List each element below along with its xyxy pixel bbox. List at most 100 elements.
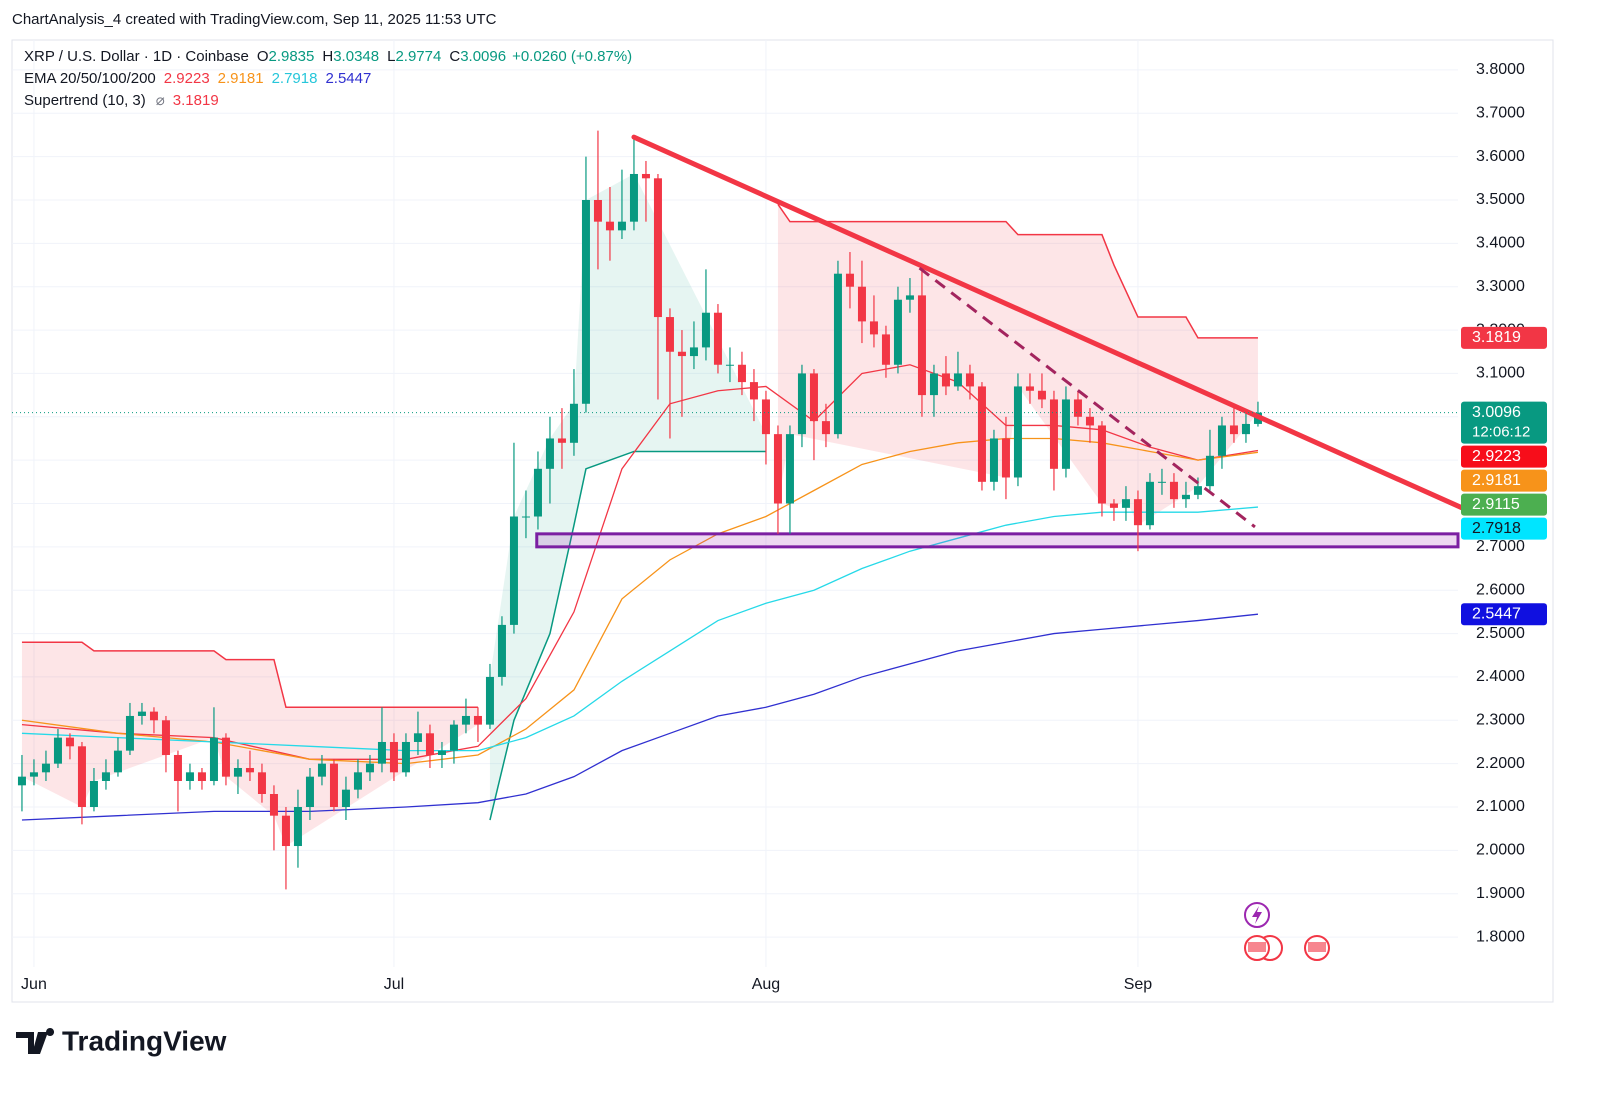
candle-body xyxy=(497,624,506,677)
symbol: XRP / U.S. Dollar · 1D · Coinbase xyxy=(24,48,249,65)
candle-body xyxy=(53,737,62,764)
candle-body xyxy=(281,815,290,847)
candle-body xyxy=(1061,399,1070,469)
candle-body xyxy=(1109,503,1118,508)
o-value: 2.9835 xyxy=(268,48,314,65)
candle-body xyxy=(269,794,278,816)
candle-body xyxy=(857,286,866,322)
price-badge xyxy=(1461,401,1547,444)
candle-body xyxy=(461,715,470,725)
candle-body xyxy=(65,737,74,747)
legend-supertrend: Supertrend (10, 3) ⌀ 3.1819 xyxy=(24,92,219,109)
candle-body xyxy=(713,312,722,365)
candle-body xyxy=(1049,399,1058,469)
supertrend-line xyxy=(777,203,1258,339)
candle-body xyxy=(365,763,374,773)
candle-body xyxy=(17,776,26,786)
candle-body xyxy=(677,351,686,357)
countdown: 12:06:12 xyxy=(1472,424,1530,441)
price-badge-label: 2.9223 xyxy=(1472,448,1521,465)
candle-body xyxy=(953,373,962,387)
y-tick-label: 3.4000 xyxy=(1476,235,1525,252)
candle-body xyxy=(77,746,86,808)
y-tick-label: 2.6000 xyxy=(1476,581,1525,598)
y-tick-label: 2.1000 xyxy=(1476,798,1525,815)
candle-body xyxy=(989,438,998,482)
logo-mark xyxy=(16,1028,55,1054)
candle-body xyxy=(569,403,578,443)
h-label: H xyxy=(322,48,333,65)
flag-stripes xyxy=(1308,942,1326,952)
x-tick-label: Sep xyxy=(1124,976,1153,993)
candle-body xyxy=(89,780,98,808)
ema-value: 2.9181 xyxy=(218,70,264,87)
candle-body xyxy=(329,763,338,808)
y-tick-label: 3.7000 xyxy=(1476,104,1525,121)
price-badge xyxy=(1461,469,1547,492)
price-badge xyxy=(1461,493,1547,516)
y-tick-label: 3.1000 xyxy=(1476,365,1525,382)
candle-body xyxy=(1085,416,1094,426)
c-label: C xyxy=(449,48,460,65)
candle-body xyxy=(881,334,890,365)
candle-body xyxy=(1121,499,1130,508)
candle-body xyxy=(545,438,554,469)
candle-body xyxy=(773,434,782,504)
price-badge-label: 2.5447 xyxy=(1472,605,1521,622)
candle-body xyxy=(629,173,638,222)
supertrend-fill xyxy=(777,204,1258,526)
candle-body xyxy=(593,199,602,222)
candle-body xyxy=(761,399,770,435)
y-tick-label: 3.6000 xyxy=(1476,148,1525,165)
change: +0.0260 (+0.87%) xyxy=(512,48,632,65)
candle-body xyxy=(869,321,878,335)
support-zone xyxy=(535,532,1460,549)
l-value: 2.9774 xyxy=(395,48,441,65)
candle-body xyxy=(821,421,830,435)
l-label: L xyxy=(387,48,395,65)
candle-body xyxy=(341,789,350,808)
plot xyxy=(12,130,1465,890)
y-tick-label: 1.9000 xyxy=(1476,885,1525,902)
y-tick-label: 2.7000 xyxy=(1476,538,1525,555)
candle-body xyxy=(737,364,746,383)
candle-body xyxy=(1241,423,1250,435)
candle-body xyxy=(917,295,926,396)
candle-body xyxy=(797,373,806,435)
price-badge-label: 3.0096 xyxy=(1472,404,1521,421)
candle-body xyxy=(473,715,482,725)
candle-body xyxy=(41,763,50,773)
y-tick-label: 1.8000 xyxy=(1476,928,1525,945)
candle-body xyxy=(1097,425,1106,504)
candle-body xyxy=(413,733,422,742)
o-label: O xyxy=(257,48,269,65)
h-value: 3.0348 xyxy=(333,48,379,65)
candle-body xyxy=(137,711,146,716)
candle-body xyxy=(785,434,794,504)
ema-line xyxy=(21,506,1259,752)
c-value: 3.0096 xyxy=(460,48,506,65)
candle-body xyxy=(113,750,122,773)
candle-body xyxy=(317,763,326,777)
y-tick-label: 3.3000 xyxy=(1476,278,1525,295)
candle-body xyxy=(305,776,314,808)
price-badge xyxy=(1461,445,1547,468)
candle-body xyxy=(245,767,254,773)
candle-body xyxy=(425,733,434,755)
y-tick-label: 2.5000 xyxy=(1476,625,1525,642)
candle-body xyxy=(197,772,206,781)
y-tick-label: 2.2000 xyxy=(1476,755,1525,772)
candle-body xyxy=(1013,386,1022,478)
candle-body xyxy=(833,273,842,435)
candle-body xyxy=(293,807,302,847)
candle-body xyxy=(353,772,362,790)
candle-body xyxy=(1037,390,1046,400)
event-icons xyxy=(1244,902,1330,961)
candle-body xyxy=(605,221,614,231)
candle-body xyxy=(449,724,458,751)
price-badge xyxy=(1461,326,1547,349)
candle-body xyxy=(173,754,182,781)
candle-body xyxy=(941,373,950,387)
